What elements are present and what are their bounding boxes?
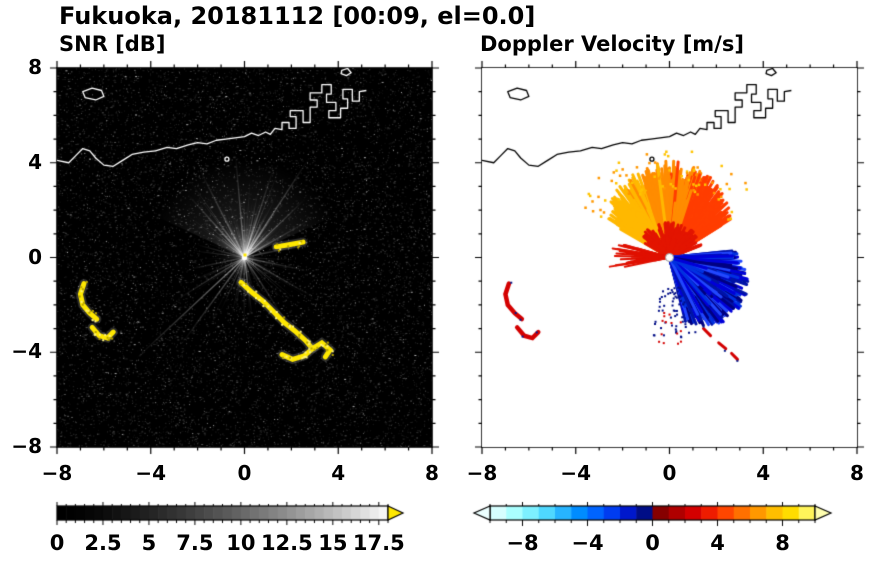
velocity-colorbar-label: −8 xyxy=(506,531,539,555)
velocity-colorbar-label: −4 xyxy=(571,531,604,555)
velocity-colorbar-label: 0 xyxy=(645,531,660,555)
figure-title: Fukuoka, 20181112 [00:09, el=0.0] xyxy=(59,2,536,30)
x-tick-label: −4 xyxy=(135,461,167,485)
y-tick-label: 8 xyxy=(28,55,42,79)
snr-colorbar-label: 5 xyxy=(141,531,157,555)
snr-colorbar-label: 7.5 xyxy=(176,531,214,555)
snr-colorbar-label: 2.5 xyxy=(84,531,122,555)
x-tick-label: −8 xyxy=(466,461,498,485)
x-tick-label: 4 xyxy=(331,461,346,485)
velocity-panel-title: Doppler Velocity [m/s] xyxy=(480,32,744,56)
x-tick-label: −4 xyxy=(560,461,592,485)
velocity-plot-canvas xyxy=(470,56,869,459)
snr-colorbar xyxy=(45,501,415,527)
y-tick-label: 0 xyxy=(28,244,42,269)
y-tick-label: 4 xyxy=(28,149,42,174)
x-tick-label: 0 xyxy=(662,461,677,485)
x-tick-label: 0 xyxy=(237,461,252,485)
x-tick-label: −8 xyxy=(41,461,73,485)
x-tick-label: 4 xyxy=(756,461,771,485)
snr-colorbar-label: 0 xyxy=(49,531,65,555)
x-tick-label: 8 xyxy=(425,461,439,485)
velocity-colorbar-label: 4 xyxy=(710,531,725,555)
snr-colorbar-label: 12.5 xyxy=(260,531,313,555)
y-tick-label: −4 xyxy=(11,339,42,364)
snr-colorbar-label: 10 xyxy=(226,531,256,555)
snr-plot-canvas xyxy=(45,56,444,459)
velocity-colorbar xyxy=(462,501,842,527)
x-tick-label: 8 xyxy=(850,461,864,485)
velocity-colorbar-label: 8 xyxy=(775,531,790,555)
snr-panel-title: SNR [dB] xyxy=(59,32,166,56)
snr-colorbar-label: 15 xyxy=(318,531,348,555)
snr-colorbar-label: 17.5 xyxy=(352,531,405,555)
y-tick-label: −8 xyxy=(11,434,42,458)
